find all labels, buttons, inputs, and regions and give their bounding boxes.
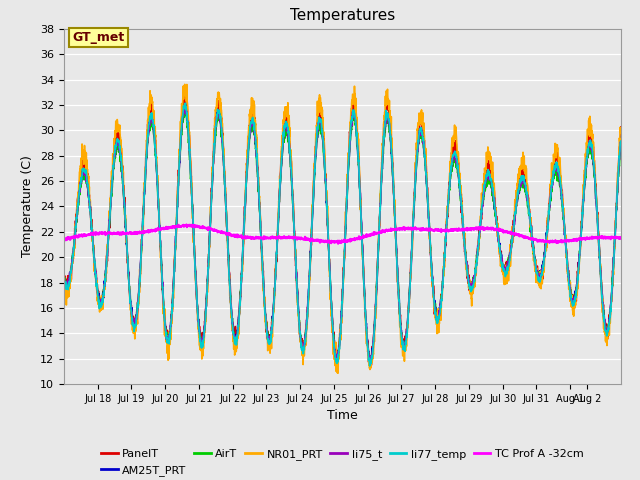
NR01_PRT — [410, 194, 418, 200]
PanelT — [341, 244, 349, 250]
AM25T_PRT — [180, 103, 188, 109]
PanelT — [617, 124, 625, 130]
li77_temp — [491, 203, 499, 209]
AM25T_PRT — [410, 200, 418, 205]
Line: AM25T_PRT: AM25T_PRT — [64, 106, 621, 364]
TC Prof A -32cm — [334, 241, 342, 247]
NR01_PRT — [344, 171, 351, 177]
PanelT — [410, 193, 418, 199]
li75_t — [60, 276, 68, 281]
Title: Temperatures: Temperatures — [290, 9, 395, 24]
AM25T_PRT — [556, 181, 564, 187]
AM25T_PRT — [491, 200, 499, 206]
AM25T_PRT — [617, 133, 625, 139]
AM25T_PRT — [187, 168, 195, 173]
li75_t — [410, 204, 418, 209]
Line: TC Prof A -32cm: TC Prof A -32cm — [64, 225, 621, 244]
li77_temp — [182, 100, 189, 106]
TC Prof A -32cm — [60, 237, 68, 243]
X-axis label: Time: Time — [327, 409, 358, 422]
TC Prof A -32cm — [617, 235, 625, 241]
AirT — [410, 205, 418, 211]
li77_temp — [60, 276, 68, 281]
li77_temp — [366, 363, 374, 369]
AirT — [181, 105, 189, 111]
PanelT — [60, 279, 68, 285]
Line: li77_temp: li77_temp — [64, 103, 621, 366]
AirT — [343, 196, 351, 202]
li77_temp — [617, 138, 625, 144]
AirT — [60, 278, 68, 284]
li75_t — [491, 200, 499, 206]
AM25T_PRT — [365, 361, 373, 367]
AirT — [617, 143, 625, 148]
NR01_PRT — [181, 82, 189, 87]
PanelT — [180, 89, 188, 95]
TC Prof A -32cm — [491, 227, 499, 232]
NR01_PRT — [334, 370, 342, 376]
TC Prof A -32cm — [344, 238, 351, 244]
Line: PanelT: PanelT — [64, 92, 621, 367]
NR01_PRT — [187, 158, 195, 164]
TC Prof A -32cm — [341, 239, 349, 245]
TC Prof A -32cm — [187, 223, 195, 229]
NR01_PRT — [556, 162, 564, 168]
AM25T_PRT — [341, 246, 349, 252]
li77_temp — [341, 242, 349, 248]
Y-axis label: Temperature (C): Temperature (C) — [22, 156, 35, 257]
AM25T_PRT — [343, 193, 351, 199]
AM25T_PRT — [60, 271, 68, 276]
li75_t — [187, 166, 195, 172]
PanelT — [187, 167, 195, 172]
PanelT — [367, 364, 375, 370]
li75_t — [343, 194, 351, 200]
PanelT — [343, 192, 351, 198]
Line: NR01_PRT: NR01_PRT — [64, 84, 621, 373]
NR01_PRT — [617, 130, 625, 136]
li75_t — [180, 103, 188, 109]
AirT — [491, 207, 499, 213]
TC Prof A -32cm — [410, 227, 418, 232]
NR01_PRT — [60, 279, 68, 285]
NR01_PRT — [341, 239, 349, 244]
li75_t — [367, 360, 374, 366]
li77_temp — [556, 176, 564, 181]
PanelT — [556, 169, 564, 175]
TC Prof A -32cm — [556, 239, 564, 244]
AirT — [187, 176, 195, 182]
TC Prof A -32cm — [183, 222, 191, 228]
li75_t — [617, 141, 625, 147]
NR01_PRT — [491, 197, 499, 203]
AirT — [367, 360, 374, 366]
li75_t — [556, 177, 564, 182]
AirT — [556, 183, 564, 189]
li75_t — [341, 240, 349, 246]
li77_temp — [410, 201, 418, 207]
Line: AirT: AirT — [64, 108, 621, 363]
li77_temp — [343, 196, 351, 202]
Line: li75_t: li75_t — [64, 106, 621, 363]
AirT — [341, 245, 349, 251]
Text: GT_met: GT_met — [72, 31, 125, 44]
li77_temp — [187, 169, 195, 175]
PanelT — [491, 203, 499, 208]
Legend: PanelT, AM25T_PRT, AirT, NR01_PRT, li75_t, li77_temp, TC Prof A -32cm: PanelT, AM25T_PRT, AirT, NR01_PRT, li75_… — [97, 444, 588, 480]
